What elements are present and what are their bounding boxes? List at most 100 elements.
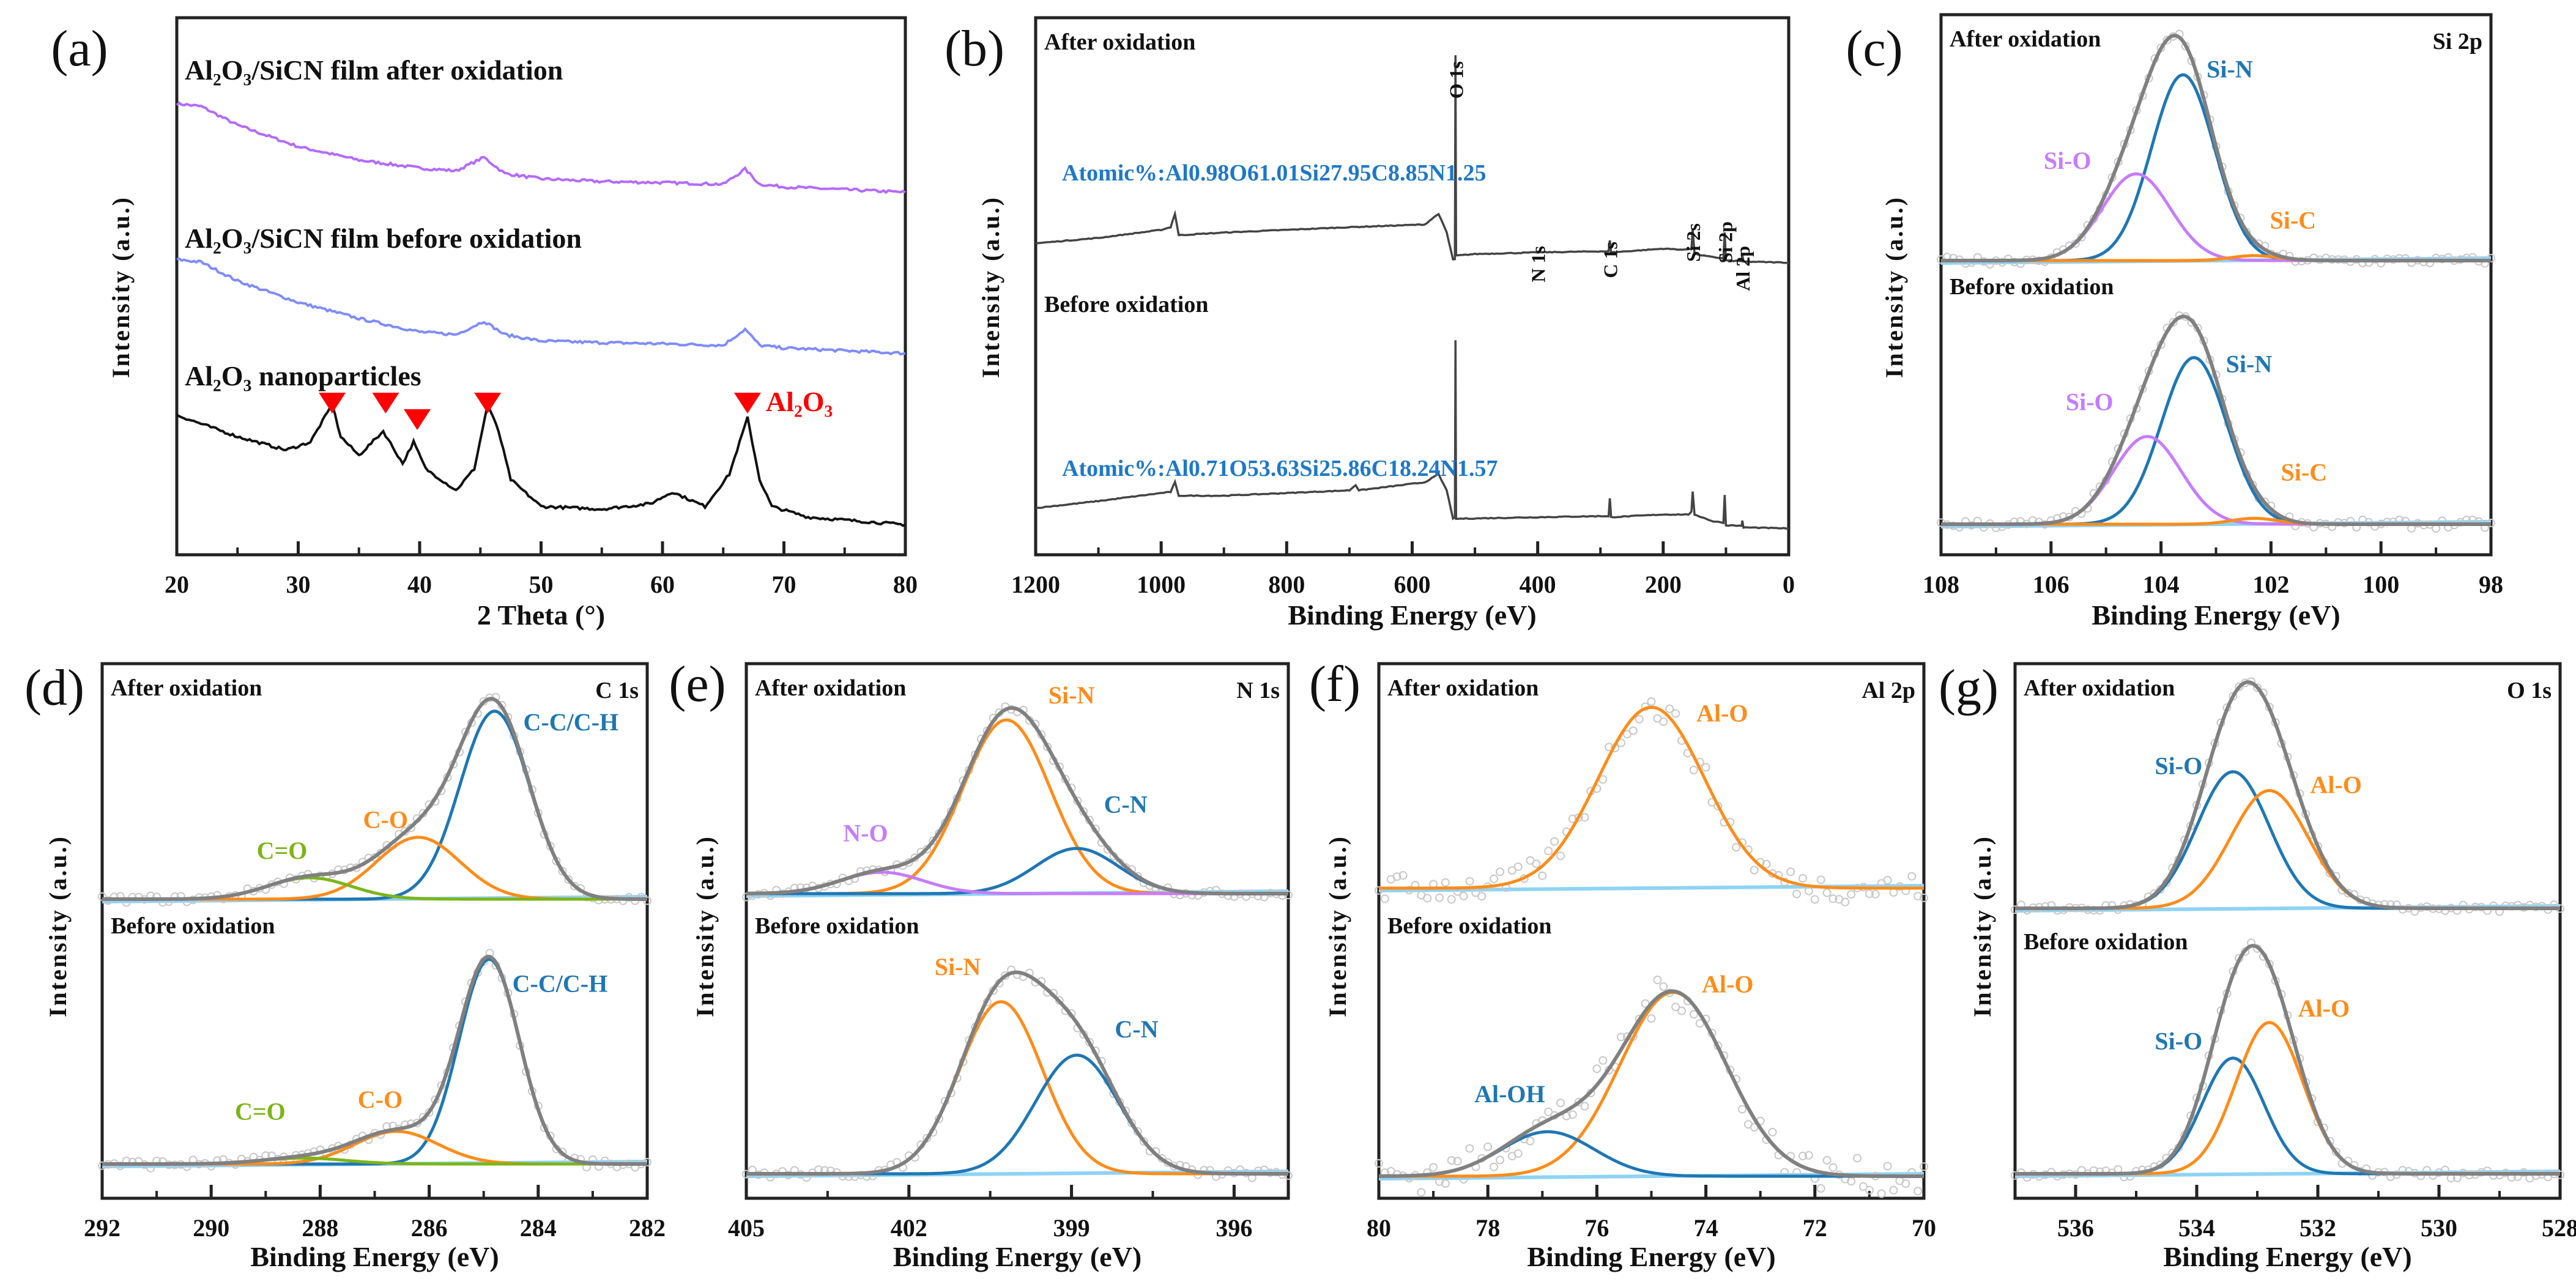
x-axis-label: Binding Energy (eV) — [1527, 1241, 1775, 1272]
raw-data-point — [564, 875, 573, 884]
raw-data-point — [1920, 1162, 1928, 1171]
subpanel-label: Before oxidation — [2024, 929, 2188, 955]
x-axis-label: Binding Energy (eV) — [2092, 599, 2340, 631]
plot-frame — [2013, 662, 2562, 1200]
raw-data-point — [2162, 35, 2172, 45]
x-tick-label: 286 — [411, 1214, 448, 1242]
x-tick-label: 399 — [1053, 1214, 1090, 1242]
raw-data-point — [1738, 1105, 1746, 1114]
x-axis-label: Binding Energy (eV) — [1288, 599, 1536, 631]
raw-data-point — [1435, 893, 1444, 902]
atomic-percent: Atomic%:Al0.71O53.63Si25.86C18.24N1.57 — [1062, 456, 1498, 481]
raw-data-point — [1538, 871, 1547, 880]
raw-data-point — [1556, 851, 1565, 861]
raw-data-point — [2331, 1147, 2340, 1157]
y-axis-label: Intensity (a.u.) — [1324, 835, 1351, 1017]
raw-data-point — [1665, 704, 1674, 713]
component-label: Si-O — [2155, 1027, 2202, 1055]
peak-marker — [474, 393, 502, 413]
fit-envelope — [102, 697, 647, 901]
subpanel-label: Before oxidation — [755, 913, 919, 939]
x-tick-label: 30 — [286, 571, 311, 598]
peak-label: C 1s — [1600, 242, 1622, 278]
raw-data-point — [1786, 867, 1795, 877]
series-line-1 — [176, 257, 906, 356]
raw-data-point — [1453, 1157, 1462, 1166]
y-axis-label: Intensity (a.u.) — [977, 196, 1004, 378]
subpanel-label: Before oxidation — [111, 913, 275, 939]
y-axis-label: Intensity (a.u.) — [44, 835, 72, 1017]
raw-data-point — [1762, 859, 1771, 869]
raw-data-point — [1441, 1179, 1450, 1188]
raw-data-point — [1550, 837, 1559, 846]
raw-data-point — [1889, 1185, 1898, 1195]
x-tick-label: 0 — [1783, 571, 1795, 598]
x-tick-label: 104 — [2143, 571, 2180, 598]
fit-component-si-o — [1941, 435, 2491, 526]
x-axis-label: 2 Theta (°) — [477, 599, 605, 631]
raw-data-point — [1847, 890, 1856, 899]
peak-marker — [404, 409, 431, 430]
subpanel-before-oxidation: Before oxidation Si-N Si-O Si-C — [1937, 274, 2495, 533]
raw-data-point — [1695, 1019, 1704, 1028]
raw-data-point — [1628, 726, 1638, 735]
marker-label: Al₂O₃ — [766, 386, 833, 417]
component-label: Si-N — [935, 953, 981, 981]
x-tick-label: 396 — [1216, 1214, 1252, 1242]
component-label: Si-C — [2270, 206, 2317, 234]
raw-data-point — [1592, 1064, 1602, 1073]
x-tick-label: 1000 — [1137, 571, 1186, 598]
fit-component-si-o — [2015, 1056, 2560, 1176]
atomic-percent: Atomic%:Al0.98O61.01Si27.95C8.85N1.25 — [1062, 160, 1486, 186]
raw-data-point — [1920, 893, 1928, 902]
y-axis-label: Intensity (a.u.) — [1969, 835, 1996, 1017]
series-line-0 — [1035, 55, 1789, 264]
component-label: C-C/C-H — [513, 970, 608, 998]
raw-data-point — [1647, 697, 1656, 706]
x-tick-label: 200 — [1645, 571, 1682, 598]
x-tick-label: 536 — [2057, 1214, 2094, 1242]
x-tick-label: 292 — [84, 1214, 121, 1242]
component-label: N-O — [843, 819, 888, 847]
x-tick-label: 80 — [1367, 1214, 1391, 1242]
series-label: Al₂O₃/SiCN film before oxidation — [185, 223, 582, 254]
raw-data-point — [1507, 866, 1516, 875]
peak-label: Si 2p — [1714, 221, 1736, 263]
component-label: C=O — [257, 837, 308, 864]
panel-letter: (g) — [1939, 659, 1999, 716]
raw-data-point — [1441, 878, 1450, 887]
subpanel-before-oxidation: Before oxidation C-C/C-H C-O C=O — [98, 913, 651, 1173]
panel-title: C 1s — [595, 678, 639, 703]
raw-data-point — [1483, 1142, 1493, 1151]
x-tick-label: 74 — [1694, 1214, 1718, 1242]
raw-data-point — [1598, 1056, 1608, 1065]
y-axis-label: Intensity (a.u.) — [691, 835, 719, 1017]
x-tick-label: 70 — [1912, 1214, 1936, 1242]
raw-data-point — [1828, 1163, 1838, 1172]
subpanel-label: After oxidation — [1044, 29, 1195, 55]
raw-data-point — [1671, 709, 1680, 718]
x-tick-label: 800 — [1268, 571, 1305, 598]
panel-g: (g)Intensity (a.u.)Binding Energy (eV)53… — [1939, 659, 2576, 1272]
raw-data-point — [1580, 1102, 1589, 1111]
x-tick-label: 76 — [1584, 1214, 1609, 1242]
x-tick-label: 288 — [302, 1214, 338, 1242]
raw-data-point — [1810, 895, 1819, 904]
component-label: Si-N — [2226, 350, 2273, 377]
fit-component-si-n — [746, 718, 1288, 895]
x-tick-label: 80 — [893, 571, 918, 598]
panel-letter: (e) — [669, 656, 726, 713]
peak-marker — [319, 393, 346, 413]
x-tick-label: 282 — [629, 1214, 666, 1242]
component-label: Al-O — [1702, 970, 1753, 998]
subpanel-after-oxidation: After oxidation C-C/C-H C-O C=O — [98, 675, 651, 907]
raw-data-point — [1496, 867, 1504, 877]
raw-data-point — [1913, 892, 1923, 901]
raw-data-point — [929, 836, 938, 845]
component-label: C-N — [1104, 791, 1148, 818]
raw-data-point — [1841, 897, 1850, 906]
raw-data-point — [1513, 1149, 1523, 1158]
raw-data-point — [1653, 976, 1662, 984]
fit-component-c-n — [746, 1053, 1288, 1176]
fit-envelope — [1941, 314, 2491, 526]
